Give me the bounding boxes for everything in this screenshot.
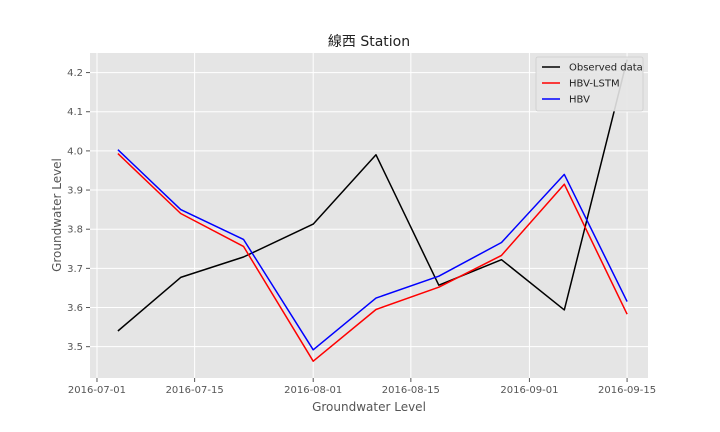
- y-tick-label: 3.8: [67, 225, 83, 236]
- x-tick-label: 2016-09-15: [598, 385, 656, 396]
- gridlines: [90, 53, 648, 378]
- y-axis-title: Groundwater Level: [50, 158, 64, 272]
- legend-box: [535, 56, 644, 112]
- x-tick-label: 2016-07-15: [166, 385, 224, 396]
- y-tick-label: 3.6: [67, 303, 83, 314]
- x-axis-title: Groundwater Level: [312, 400, 426, 414]
- legend-label: HBV-LSTM: [569, 79, 620, 90]
- series-line-hbv-lstm: [117, 153, 628, 362]
- legend: Observed data HBV-LSTM HBV: [535, 56, 644, 112]
- x-tick-label: 2016-08-01: [284, 385, 342, 396]
- x-tick-label: 2016-08-15: [382, 385, 440, 396]
- x-tick-label: 2016-07-01: [68, 385, 126, 396]
- x-axis: 2016-07-01 2016-07-15 2016-08-01 2016-08-15…: [68, 378, 656, 396]
- x-tick-label: 2016-09-01: [500, 385, 558, 396]
- y-tick-label: 3.7: [67, 264, 83, 275]
- chart-title: 線西 Station: [328, 34, 410, 50]
- y-tick-label: 4.0: [67, 146, 83, 157]
- y-axis: 3.5 3.6 3.7 3.8 3.9 4.0 4.1 4.2: [67, 68, 90, 353]
- y-tick-label: 4.1: [67, 107, 83, 118]
- series-lines: [117, 59, 628, 362]
- y-tick-label: 3.5: [67, 342, 83, 353]
- y-tick-label: 4.2: [67, 68, 83, 79]
- series-line-hbv: [117, 149, 628, 351]
- series-line-observed-data: [117, 59, 628, 332]
- legend-label: Observed data: [569, 63, 643, 74]
- y-tick-label: 3.9: [67, 186, 83, 197]
- legend-label: HBV: [569, 95, 590, 106]
